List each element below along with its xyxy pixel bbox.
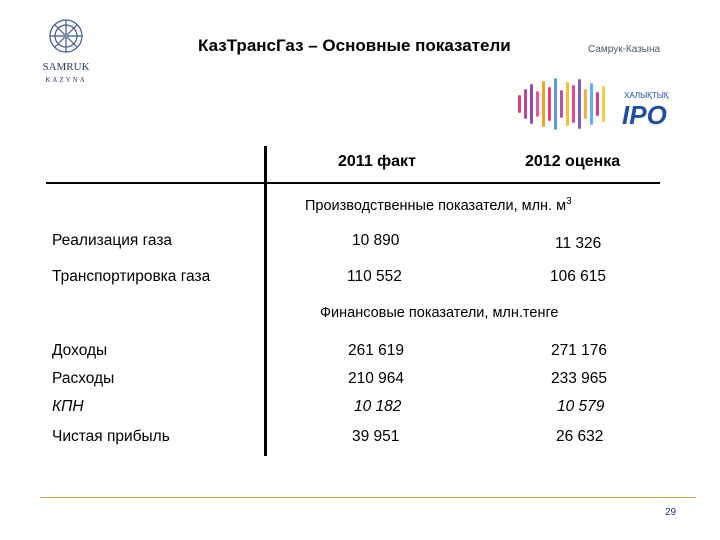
row-label-gas-transport: Транспортировка газа (52, 268, 211, 285)
ipo-bar (530, 84, 533, 124)
ipo-bar (518, 95, 521, 113)
section-title-financial: Финансовые показатели, млн.тенге (320, 305, 559, 321)
column-header-2012: 2012 оценка (525, 153, 621, 170)
value-gas-sales-2012: 11 326 (555, 235, 602, 252)
footer-rule (40, 497, 696, 498)
value-gas-transport-2011: 110 552 (347, 268, 402, 285)
brand-name: Самрук-Казына (588, 44, 661, 55)
ipo-bar (536, 91, 539, 117)
value-cit-2011: 10 182 (354, 398, 402, 415)
value-cit-2012: 10 579 (557, 398, 605, 415)
row-label-cit: КПН (52, 398, 84, 415)
ipo-bar (584, 89, 587, 119)
ipo-bar (602, 86, 605, 122)
ipo-bar (548, 87, 551, 121)
table-horizontal-rule (46, 182, 660, 184)
ipo-bar (590, 83, 593, 125)
logo-subtext: KAZYNA (45, 76, 87, 84)
ipo-text: IPO (622, 100, 667, 130)
value-revenue-2012: 271 176 (551, 342, 608, 359)
ipo-caption: ХАЛЫҚТЫҚ (624, 91, 669, 100)
value-net-profit-2011: 39 951 (352, 428, 400, 445)
ipo-bar (560, 90, 563, 118)
row-label-gas-sales: Реализация газа (52, 232, 173, 249)
value-expenses-2012: 233 965 (551, 370, 608, 387)
ipo-bar (578, 79, 581, 129)
column-header-2011: 2011 факт (338, 153, 416, 170)
ipo-bar (572, 85, 575, 123)
ipo-bar (542, 81, 545, 127)
section-title-production: Производственные показатели, млн. м3 (305, 196, 572, 214)
page-title: КазТрансГаз – Основные показатели (198, 36, 511, 55)
ipo-bar (596, 92, 599, 116)
ipo-logo: ХАЛЫҚТЫҚ IPO (512, 68, 702, 138)
logo-text: SAMRUK (42, 61, 89, 73)
table-vertical-rule (264, 146, 267, 456)
value-revenue-2011: 261 619 (348, 342, 405, 359)
value-expenses-2011: 210 964 (348, 370, 405, 387)
value-net-profit-2012: 26 632 (556, 428, 604, 445)
ipo-bar (524, 89, 527, 119)
ipo-bar (554, 78, 557, 130)
samruk-kazyna-logo: SAMRUK KAZYNA (26, 14, 106, 90)
value-gas-sales-2011: 10 890 (352, 232, 400, 249)
ipo-bar (566, 82, 569, 126)
row-label-expenses: Расходы (52, 370, 115, 387)
page-number: 29 (665, 507, 677, 518)
row-label-net-profit: Чистая прибыль (52, 428, 170, 445)
value-gas-transport-2012: 106 615 (550, 268, 607, 285)
row-label-revenue: Доходы (52, 342, 108, 359)
